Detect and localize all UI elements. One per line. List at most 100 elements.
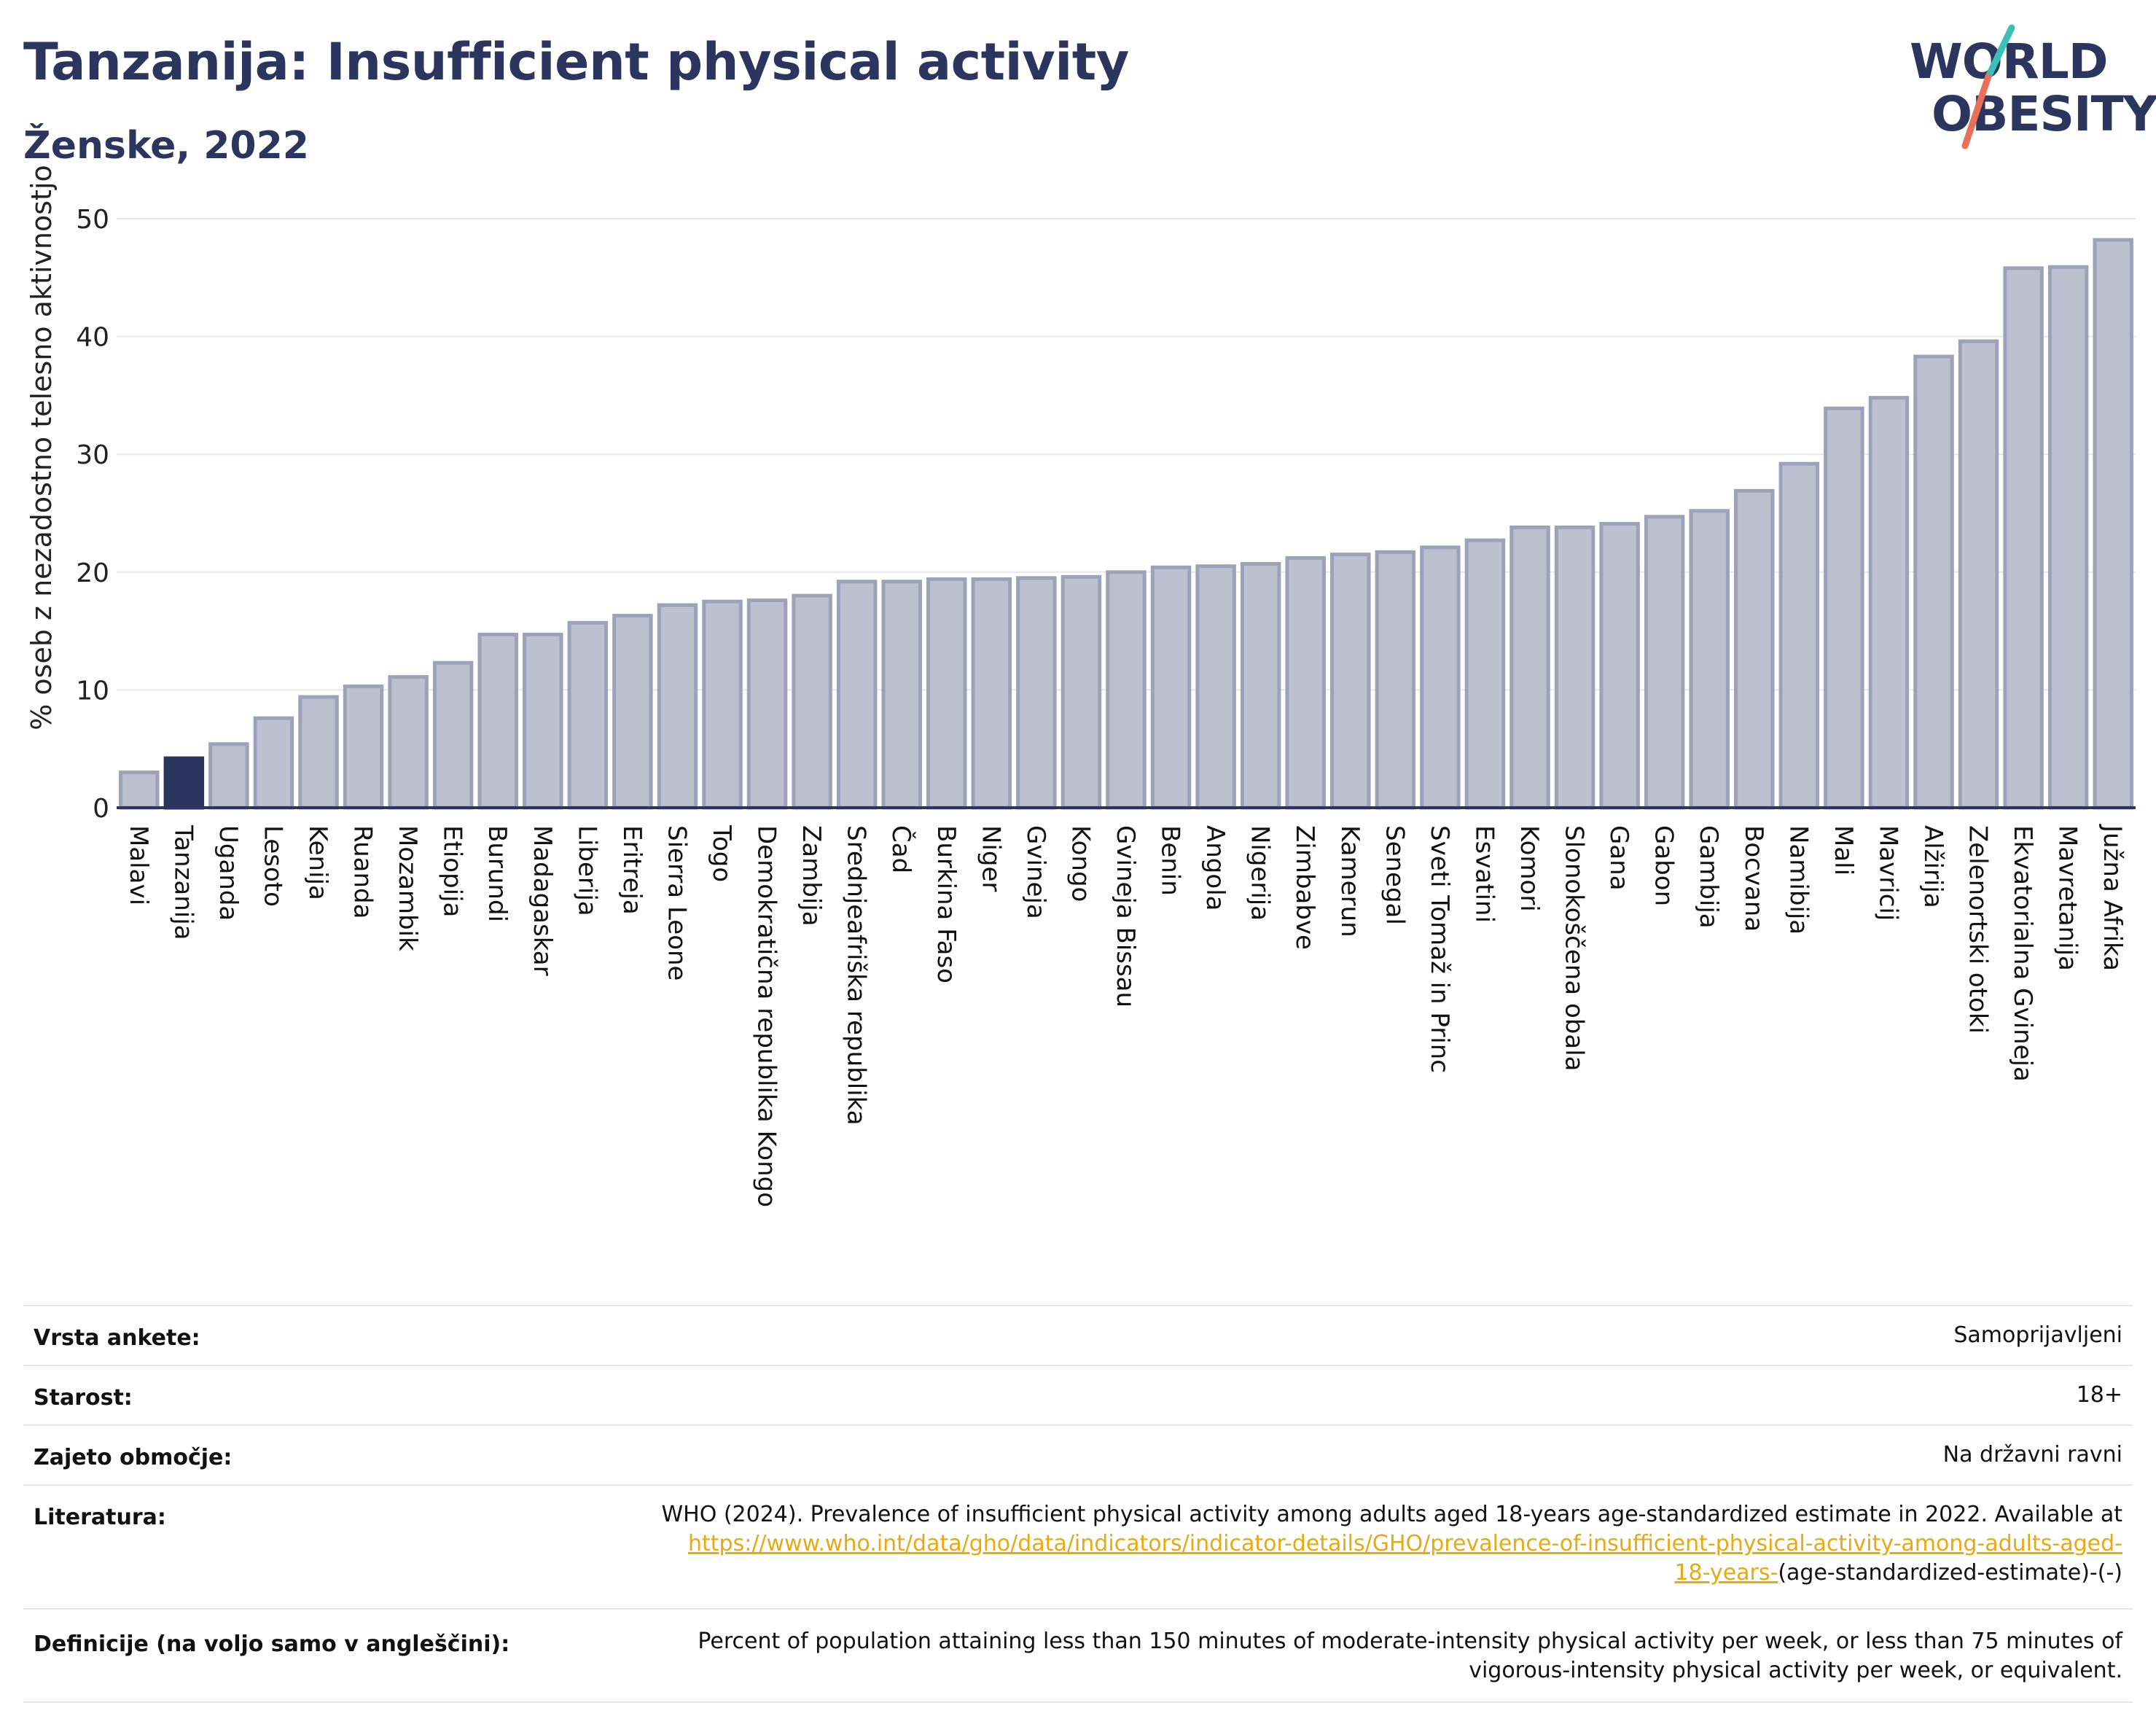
bar <box>298 695 339 810</box>
x-tick-label: Gabon <box>1649 825 1679 906</box>
x-tick-label: Burundi <box>483 825 512 922</box>
y-tick-label: 20 <box>76 558 109 588</box>
bar <box>1778 461 1820 810</box>
page-subtitle: Ženske, 2022 <box>23 124 309 168</box>
x-tick-label: Benin <box>1156 825 1185 896</box>
bar <box>2003 266 2044 810</box>
bar <box>971 577 1012 810</box>
bar <box>208 742 249 810</box>
bar <box>388 675 429 810</box>
bar <box>1016 576 1057 810</box>
x-tick-label: Burkina Faso <box>931 825 961 983</box>
bar <box>1509 525 1550 810</box>
bar <box>1599 522 1640 810</box>
bar <box>2047 265 2089 810</box>
bar <box>836 580 878 810</box>
bar <box>2093 238 2133 810</box>
definition-line-1: Percent of population attaining less tha… <box>698 1629 2122 1654</box>
bar <box>926 577 967 810</box>
meta-value-literature: WHO (2024). Prevalence of insufficient p… <box>519 1500 2122 1588</box>
meta-row-definition: Definicije (na voljo samo v angleščini):… <box>23 1608 2133 1703</box>
x-tick-label: Esvatini <box>1469 825 1499 923</box>
x-tick-label: Sveti Tomaž in Princ <box>1425 825 1454 1073</box>
bar <box>1644 515 1685 810</box>
x-tick-label: Etiopija <box>438 825 467 917</box>
y-tick-label: 30 <box>76 440 109 470</box>
literature-tail: (age-standardized-estimate)-(-) <box>1778 1560 2122 1586</box>
x-tick-label: Liberija <box>572 825 601 916</box>
x-tick-label: Mavricij <box>1873 825 1902 921</box>
x-tick-label: Demokratična republika Kongo <box>752 825 781 1207</box>
x-tick-label: Komori <box>1515 825 1544 912</box>
x-tick-label: Mali <box>1829 825 1858 876</box>
x-tick-label: Eritreja <box>617 825 647 915</box>
x-tick-label: Nigerija <box>1246 825 1275 921</box>
meta-label-survey: Vrsta ankete: <box>34 1325 200 1351</box>
x-tick-label: Zelenortski otoki <box>1964 825 1993 1034</box>
x-tick-label: Malavi <box>124 825 153 905</box>
x-tick-label: Namibija <box>1784 825 1813 935</box>
page-title: Tanzanija: Insufficient physical activit… <box>23 32 1129 92</box>
meta-value-definition: Percent of population attaining less tha… <box>519 1627 2122 1685</box>
meta-label-definition: Definicije (na voljo samo v angleščini): <box>34 1631 510 1657</box>
x-tick-label: Gvineja Bissau <box>1111 825 1140 1007</box>
meta-value-survey: Samoprijavljeni <box>1953 1322 2122 1348</box>
literature-link[interactable]: https://www.who.int/data/gho/data/indica… <box>688 1531 2122 1556</box>
x-tick-label: Gana <box>1604 825 1633 891</box>
x-tick-label: Madagaskar <box>528 825 557 976</box>
x-tick-label: Mozambik <box>393 825 422 951</box>
literature-link-cont[interactable]: 18-years- <box>1674 1560 1778 1586</box>
bar <box>1734 488 1775 810</box>
x-tick-label: Tanzanija <box>168 824 198 940</box>
literature-text: WHO (2024). Prevalence of insufficient p… <box>661 1502 2122 1527</box>
bar <box>881 580 922 810</box>
bar <box>1420 545 1461 810</box>
bar <box>523 632 563 810</box>
bar <box>163 756 205 810</box>
meta-row-survey: Vrsta ankete: Samoprijavljeni <box>23 1305 2133 1366</box>
bar <box>253 716 294 810</box>
x-tick-label: Kongo <box>1066 825 1095 902</box>
x-tick-label: Lesoto <box>258 825 287 907</box>
bar <box>702 599 743 810</box>
bar <box>1958 339 1999 810</box>
x-tick-label: Kenija <box>303 825 332 900</box>
meta-label-literature: Literatura: <box>34 1505 166 1530</box>
bar <box>1195 564 1236 810</box>
meta-row-coverage: Zajeto območje: Na državni ravni <box>23 1424 2133 1486</box>
bar <box>567 620 609 810</box>
x-tick-label: Čad <box>886 825 916 873</box>
bar <box>119 771 160 810</box>
bar <box>477 632 518 810</box>
meta-label-age: Starost: <box>34 1385 133 1411</box>
logo-word-world: WORLD <box>1910 34 2109 90</box>
bar <box>343 685 384 810</box>
definition-line-2: vigorous-intensity physical activity per… <box>1469 1658 2122 1683</box>
x-tick-label: Kamerun <box>1335 825 1364 937</box>
y-tick-label: 50 <box>76 205 109 235</box>
y-tick-label: 10 <box>76 676 109 706</box>
x-tick-label: Niger <box>976 825 1005 892</box>
meta-value-age: 18+ <box>2076 1382 2122 1408</box>
bar <box>1464 538 1506 810</box>
x-tick-label: Slonokoščena obala <box>1560 825 1589 1071</box>
x-tick-label: Srednjeafriška republika <box>842 825 871 1126</box>
y-tick-label: 40 <box>76 323 109 353</box>
bar <box>1150 565 1192 810</box>
bar <box>1554 525 1595 810</box>
x-tick-label: Mavretanija <box>2053 825 2082 971</box>
y-axis-label: % oseb z nezadostno telesno aktivnostjo <box>26 165 58 730</box>
x-tick-label: Togo <box>707 824 736 882</box>
meta-row-literature: Literatura: WHO (2024). Prevalence of in… <box>23 1484 2133 1610</box>
bar <box>1913 354 1954 810</box>
bar <box>432 660 474 810</box>
x-tick-label: Gambija <box>1694 825 1723 929</box>
bar <box>746 599 788 810</box>
bar <box>1285 555 1326 810</box>
x-tick-label: Ekvatorialna Gvineja <box>2008 825 2037 1082</box>
x-tick-label: Angola <box>1200 825 1230 911</box>
bar <box>1061 574 1102 810</box>
meta-row-age: Starost: 18+ <box>23 1365 2133 1426</box>
x-tick-label: Gvineja <box>1021 825 1050 919</box>
meta-value-coverage: Na državni ravni <box>1942 1442 2122 1467</box>
